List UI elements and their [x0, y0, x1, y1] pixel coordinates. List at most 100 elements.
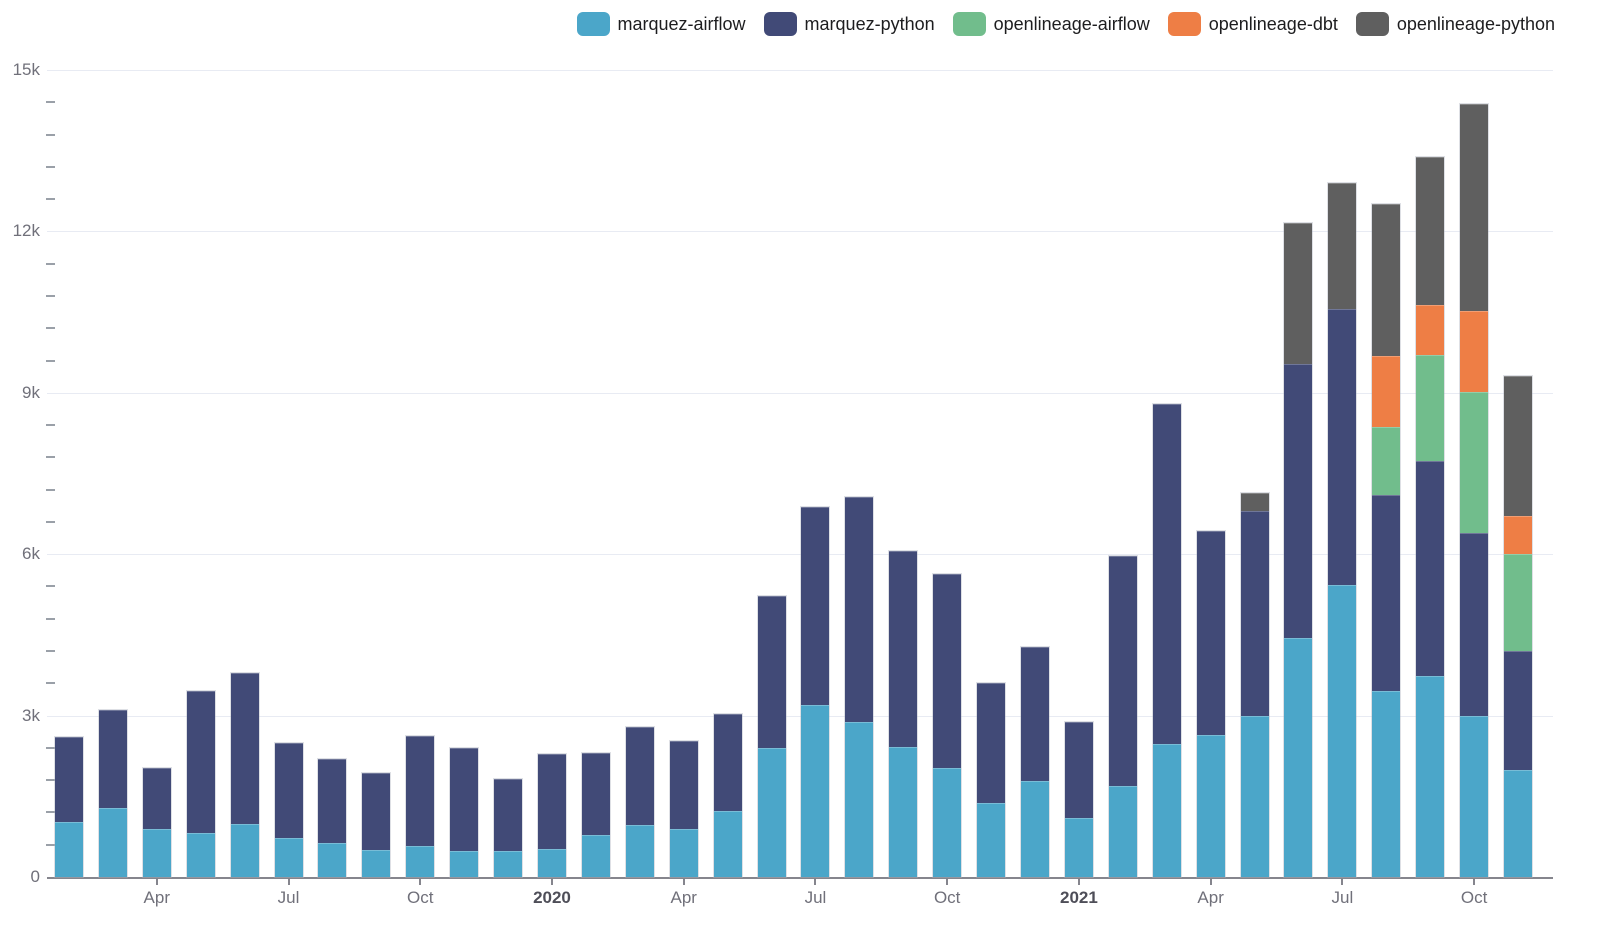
- bar-segment-marquez-airflow-jul-2020[interactable]: [801, 704, 830, 877]
- bar-segment-marquez-python-oct-2021[interactable]: [1460, 533, 1489, 716]
- bar-segment-marquez-python-nov-2020[interactable]: [977, 683, 1006, 804]
- bar-segment-marquez-python-jul-2020[interactable]: [801, 507, 830, 705]
- bar-jun-2020[interactable]: [757, 595, 786, 877]
- bar-segment-openlineage-dbt-aug-2021[interactable]: [1372, 356, 1401, 428]
- bar-segment-marquez-airflow-sep-2019[interactable]: [362, 849, 391, 877]
- bar-oct-2020[interactable]: [933, 574, 962, 877]
- bar-segment-marquez-airflow-nov-2020[interactable]: [977, 803, 1006, 877]
- bar-segment-marquez-airflow-dec-2019[interactable]: [494, 850, 523, 877]
- bar-segment-marquez-airflow-apr-2019[interactable]: [142, 828, 171, 877]
- bar-segment-marquez-python-jul-2019[interactable]: [274, 742, 303, 838]
- bar-may-2020[interactable]: [713, 714, 742, 877]
- bar-segment-marquez-airflow-sep-2021[interactable]: [1416, 676, 1445, 877]
- bar-oct-2021[interactable]: [1460, 104, 1489, 877]
- bar-feb-2019[interactable]: [54, 737, 83, 877]
- bar-segment-marquez-python-feb-2019[interactable]: [54, 737, 83, 823]
- bar-segment-marquez-airflow-jan-2021[interactable]: [1064, 817, 1093, 877]
- bar-segment-openlineage-python-oct-2021[interactable]: [1460, 104, 1489, 312]
- bar-segment-marquez-airflow-feb-2021[interactable]: [1108, 786, 1137, 877]
- bar-sep-2020[interactable]: [889, 550, 918, 877]
- legend-item-openlineage-python[interactable]: openlineage-python: [1355, 12, 1555, 36]
- bar-segment-openlineage-python-jul-2021[interactable]: [1328, 183, 1357, 309]
- bar-segment-marquez-airflow-jun-2019[interactable]: [230, 823, 259, 877]
- bar-segment-marquez-airflow-jun-2021[interactable]: [1284, 638, 1313, 877]
- bar-segment-marquez-python-apr-2020[interactable]: [669, 740, 698, 830]
- bar-segment-openlineage-python-aug-2021[interactable]: [1372, 203, 1401, 357]
- bar-segment-openlineage-airflow-sep-2021[interactable]: [1416, 355, 1445, 461]
- bar-segment-marquez-airflow-apr-2020[interactable]: [669, 829, 698, 877]
- bar-segment-openlineage-airflow-nov-2021[interactable]: [1504, 554, 1533, 651]
- bar-jul-2019[interactable]: [274, 742, 303, 877]
- bar-segment-marquez-python-dec-2019[interactable]: [494, 778, 523, 851]
- legend-item-marquez-python[interactable]: marquez-python: [763, 12, 935, 36]
- bar-may-2021[interactable]: [1240, 492, 1269, 877]
- bar-segment-marquez-python-mar-2021[interactable]: [1152, 403, 1181, 744]
- bar-may-2019[interactable]: [186, 690, 215, 877]
- bar-segment-marquez-airflow-nov-2019[interactable]: [450, 851, 479, 877]
- bar-segment-marquez-python-oct-2019[interactable]: [406, 735, 435, 846]
- bar-segment-openlineage-python-sep-2021[interactable]: [1416, 156, 1445, 306]
- bar-segment-marquez-airflow-jul-2019[interactable]: [274, 837, 303, 877]
- bar-mar-2020[interactable]: [625, 726, 654, 877]
- bar-apr-2020[interactable]: [669, 740, 698, 877]
- bar-segment-openlineage-python-jun-2021[interactable]: [1284, 223, 1313, 364]
- bar-jul-2021[interactable]: [1328, 183, 1357, 877]
- bar-segment-marquez-airflow-dec-2020[interactable]: [1021, 780, 1049, 877]
- bar-segment-marquez-python-jan-2020[interactable]: [537, 753, 566, 850]
- bar-segment-openlineage-python-may-2021[interactable]: [1240, 492, 1269, 511]
- bar-segment-marquez-python-sep-2019[interactable]: [362, 772, 391, 850]
- bar-segment-marquez-airflow-mar-2021[interactable]: [1152, 743, 1181, 877]
- bar-segment-marquez-python-feb-2020[interactable]: [581, 752, 610, 836]
- bar-segment-marquez-airflow-oct-2020[interactable]: [933, 768, 962, 877]
- bar-nov-2020[interactable]: [977, 683, 1006, 877]
- bar-feb-2021[interactable]: [1108, 555, 1137, 877]
- bar-segment-marquez-airflow-feb-2019[interactable]: [54, 822, 83, 877]
- bar-segment-openlineage-dbt-nov-2021[interactable]: [1504, 516, 1533, 555]
- bar-jun-2021[interactable]: [1284, 223, 1313, 877]
- bar-segment-marquez-airflow-may-2019[interactable]: [186, 833, 215, 877]
- bar-mar-2019[interactable]: [98, 710, 127, 877]
- bar-segment-marquez-python-jun-2021[interactable]: [1284, 363, 1313, 639]
- bar-dec-2019[interactable]: [494, 778, 523, 877]
- bar-segment-marquez-airflow-jan-2020[interactable]: [537, 849, 566, 877]
- bar-segment-openlineage-airflow-oct-2021[interactable]: [1460, 392, 1489, 534]
- bar-segment-marquez-airflow-jul-2021[interactable]: [1328, 584, 1357, 877]
- bar-segment-marquez-python-jul-2021[interactable]: [1328, 308, 1357, 585]
- bar-segment-marquez-airflow-aug-2021[interactable]: [1372, 690, 1401, 877]
- bar-segment-marquez-airflow-oct-2021[interactable]: [1460, 715, 1489, 877]
- bar-jun-2019[interactable]: [230, 672, 259, 877]
- legend-item-openlineage-airflow[interactable]: openlineage-airflow: [952, 12, 1150, 36]
- bar-segment-marquez-python-jun-2019[interactable]: [230, 672, 259, 824]
- bar-segment-marquez-python-mar-2019[interactable]: [98, 710, 127, 808]
- bar-segment-marquez-python-oct-2020[interactable]: [933, 574, 962, 769]
- bar-segment-marquez-python-aug-2020[interactable]: [845, 496, 874, 722]
- bar-aug-2021[interactable]: [1372, 203, 1401, 877]
- bar-segment-marquez-python-sep-2021[interactable]: [1416, 460, 1445, 677]
- bar-segment-openlineage-dbt-oct-2021[interactable]: [1460, 311, 1489, 393]
- bar-segment-marquez-python-sep-2020[interactable]: [889, 550, 918, 747]
- bar-sep-2019[interactable]: [362, 772, 391, 877]
- bar-feb-2020[interactable]: [581, 752, 610, 877]
- bar-segment-marquez-airflow-oct-2019[interactable]: [406, 845, 435, 877]
- bar-mar-2021[interactable]: [1152, 403, 1181, 877]
- bar-segment-marquez-python-nov-2021[interactable]: [1504, 650, 1533, 770]
- bar-segment-marquez-airflow-may-2020[interactable]: [713, 810, 742, 877]
- bar-segment-marquez-airflow-jun-2020[interactable]: [757, 747, 786, 877]
- bar-sep-2021[interactable]: [1416, 156, 1445, 877]
- bar-segment-marquez-airflow-nov-2021[interactable]: [1504, 769, 1533, 877]
- bar-jul-2020[interactable]: [801, 507, 830, 877]
- bar-segment-marquez-airflow-mar-2020[interactable]: [625, 824, 654, 877]
- bar-segment-marquez-airflow-aug-2019[interactable]: [318, 842, 347, 877]
- bar-segment-marquez-airflow-may-2021[interactable]: [1240, 715, 1269, 877]
- bar-segment-marquez-python-may-2019[interactable]: [186, 690, 215, 834]
- bar-oct-2019[interactable]: [406, 735, 435, 877]
- bar-segment-marquez-python-feb-2021[interactable]: [1108, 555, 1137, 787]
- bar-segment-marquez-airflow-apr-2021[interactable]: [1196, 734, 1225, 877]
- bar-nov-2021[interactable]: [1504, 375, 1533, 877]
- bar-segment-marquez-python-nov-2019[interactable]: [450, 747, 479, 852]
- bar-segment-marquez-python-mar-2020[interactable]: [625, 726, 654, 825]
- bar-dec-2020[interactable]: [1021, 647, 1049, 877]
- bar-segment-marquez-python-dec-2020[interactable]: [1021, 647, 1049, 781]
- legend-item-openlineage-dbt[interactable]: openlineage-dbt: [1167, 12, 1338, 36]
- bar-jan-2020[interactable]: [537, 753, 566, 877]
